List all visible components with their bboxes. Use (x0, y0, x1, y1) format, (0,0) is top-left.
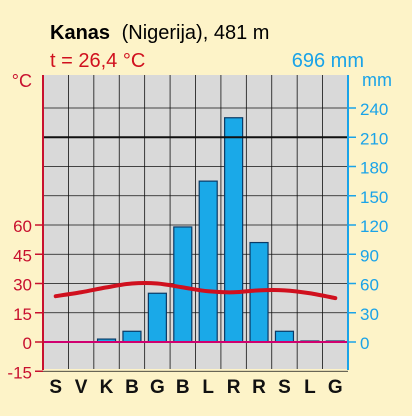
mean-temperature-label: t = 26,4 °C (50, 50, 145, 72)
precipitation-bar-5 (147, 292, 167, 343)
month-label: B (176, 377, 190, 398)
temperature-tick-label: 60 (13, 217, 32, 236)
month-label: K (100, 377, 114, 398)
precipitation-bars (96, 117, 345, 343)
precipitation-tick-label: 120 (360, 217, 388, 236)
month-label: L (304, 377, 316, 398)
temperature-axis-ticks: -15 0 15 30 45 60 (7, 217, 43, 382)
precipitation-tick-label: 0 (360, 334, 369, 353)
month-label: S (49, 377, 62, 398)
precipitation-bar-4 (122, 330, 142, 343)
temperature-tick-label: 0 (23, 334, 32, 353)
temperature-tick-label: 30 (13, 276, 32, 295)
month-label: V (75, 377, 88, 398)
precipitation-tick-label: 150 (360, 188, 388, 207)
precipitation-tick-label: 60 (360, 276, 379, 295)
precipitation-tick-label: 210 (360, 129, 388, 148)
left-axis-unit: °C (12, 71, 32, 91)
precipitation-bar-7 (198, 180, 218, 343)
precipitation-tick-label: 180 (360, 159, 388, 178)
month-label: S (278, 377, 291, 398)
month-label: L (202, 377, 214, 398)
right-axis-unit: mm (362, 70, 392, 90)
precipitation-axis-ticks: 0 30 60 90 120 150 180 210 240 (348, 100, 388, 353)
precipitation-tick-label: 90 (360, 246, 379, 265)
station-name: Kanas (50, 22, 110, 44)
precipitation-bar-8 (224, 117, 244, 343)
month-label: R (227, 377, 241, 398)
chart-title: Kanas (Nigerija), 481 m (50, 22, 269, 44)
month-label: B (125, 377, 139, 398)
precipitation-tick-label: 240 (360, 100, 388, 119)
station-location: (Nigerija), 481 m (122, 22, 270, 44)
annual-precipitation-label: 696 mm (292, 50, 364, 72)
month-label: G (150, 377, 165, 398)
precipitation-bar-10 (274, 330, 295, 343)
month-label: R (252, 377, 266, 398)
month-label: G (328, 377, 343, 398)
temperature-line (53, 281, 338, 301)
temperature-tick-label: 45 (13, 246, 32, 265)
precipitation-tick-label: 30 (360, 305, 379, 324)
temperature-tick-label: 15 (13, 305, 32, 324)
temperature-tick-label: -15 (7, 363, 32, 382)
